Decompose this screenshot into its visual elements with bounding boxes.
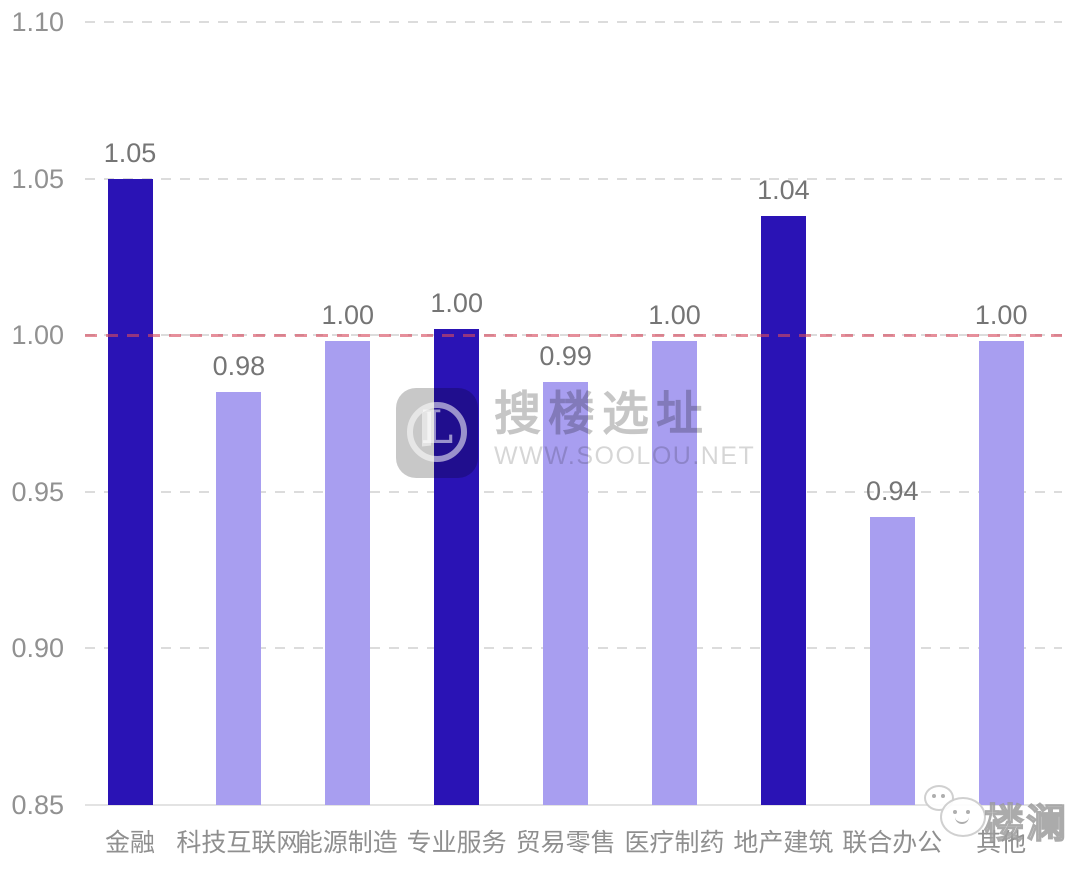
logo-building-shape [422,411,431,447]
watermark-text-block: 搜楼选址 WWW.SOOLOU.NET [494,388,755,471]
y-axis-tick-label: 0.95 [11,476,64,507]
bar-医疗制药 [652,341,697,805]
reference-line [85,333,1062,337]
bubble-eye [932,794,936,798]
bar-能源制造 [325,341,371,805]
category-label-联合办公: 联合办公 [842,829,943,857]
y-axis-tick-label: 0.85 [11,790,64,820]
gridline-0.85 [85,804,1062,806]
category-label-其他: 其他 [976,829,1027,857]
y-axis-tick-label: 1.00 [11,320,64,351]
bar-贸易零售 [543,382,589,805]
y-axis-tick-label: 0.90 [11,633,64,664]
bar-科技互联网 [216,391,262,805]
category-label-金融: 金融 [104,829,155,857]
bar-value-label: 0.94 [866,475,919,506]
bubble-eye [953,810,957,814]
bar-其他 [978,341,1024,805]
bar-地产建筑 [760,216,806,805]
category-label-地产建筑: 地产建筑 [733,829,834,857]
bar-value-label: 1.00 [321,300,375,331]
bar-专业服务 [434,328,480,805]
y-axis-tick-label: 1.05 [11,163,64,194]
bar-value-label: 1.04 [757,175,810,206]
y-axis-tick-label: 1.10 [11,7,64,37]
bar-联合办公 [869,516,915,805]
category-label-专业服务: 专业服务 [406,829,507,857]
bubble-eye [941,794,945,798]
category-label-能源制造: 能源制造 [297,829,398,857]
bubble-eye [966,810,970,814]
category-label-科技互联网: 科技互联网 [176,829,302,857]
category-label-医疗制药: 医疗制药 [624,829,725,857]
bar-金融 [107,178,153,805]
bar-value-label: 0.98 [212,350,266,381]
watermark-brand-text: 搜楼选址 [494,387,710,440]
bar-value-label: 1.05 [103,137,157,168]
bar-value-label: 1.00 [974,300,1028,331]
category-label-贸易零售: 贸易零售 [515,829,616,857]
gridline-1.05 [85,177,1062,180]
chat-bubble-small-icon [924,785,954,811]
watermark-url-text: WWW.SOOLOU.NET [494,441,756,470]
bar-value-label: 1.00 [648,300,701,331]
bar-value-label: 1.00 [430,287,483,318]
gridline-1.10 [85,21,1062,23]
bar-value-label: 0.99 [539,341,592,372]
